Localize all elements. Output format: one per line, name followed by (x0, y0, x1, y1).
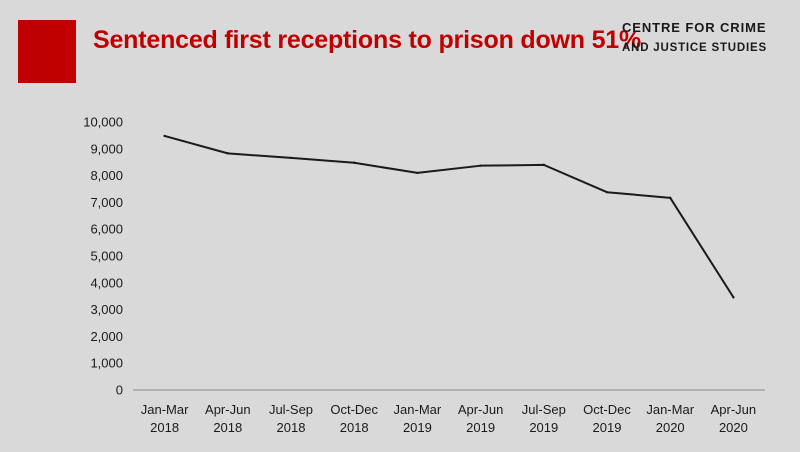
x-tick-label: Jan-Mar 2018 (141, 402, 189, 435)
x-tick-label: Jan-Mar 2019 (394, 402, 442, 435)
data-point (353, 161, 356, 164)
data-point (479, 164, 482, 167)
data-point (669, 196, 672, 200)
y-tick-label: 9,000 (90, 141, 123, 156)
brand-line-1: CENTRE FOR CRIME (622, 20, 767, 35)
data-point (226, 152, 229, 155)
series-line (163, 134, 735, 299)
y-tick-label: 1,000 (90, 356, 123, 371)
data-point (542, 163, 545, 167)
y-tick-label: 10,000 (83, 115, 123, 130)
y-tick-label: 6,000 (90, 222, 123, 237)
data-point (605, 191, 609, 194)
x-tick-label: Apr-Jun 2018 (205, 402, 251, 435)
accent-square (18, 20, 76, 83)
y-tick-label: 5,000 (90, 249, 123, 264)
y-tick-label: 4,000 (90, 275, 123, 290)
y-tick-label: 3,000 (90, 302, 123, 317)
data-point (289, 156, 293, 160)
y-tick-label: 0 (116, 383, 123, 398)
x-axis: Jan-Mar 2018 Apr-Jun 2018 Jul-Sep 2018 Oct-Dec… (133, 389, 765, 435)
x-tick-label: Apr-Jun 2020 (711, 402, 757, 435)
x-tick-label: Apr-Jun 2019 (458, 402, 504, 435)
series-line-group (163, 134, 735, 299)
x-tick-label: Oct-Dec 2018 (330, 402, 378, 435)
data-point (416, 171, 419, 175)
brand-logo-text: CENTRE FOR CRIME AND JUSTICE STUDIES (622, 18, 767, 58)
x-tick-label: Oct-Dec 2019 (583, 402, 631, 435)
chart-title: Sentenced first receptions to prison dow… (93, 26, 642, 54)
y-tick-label: 8,000 (90, 168, 123, 183)
x-tick-label: Jul-Sep 2018 (269, 402, 313, 435)
y-tick-label: 7,000 (90, 195, 123, 210)
x-tick-label: Jan-Mar 2020 (646, 402, 694, 435)
y-tick-label: 2,000 (90, 329, 123, 344)
x-tick-label: Jul-Sep 2019 (522, 402, 566, 435)
brand-line-2: AND JUSTICE STUDIES (622, 42, 767, 54)
y-axis: 0 1,000 2,000 3,000 4,000 5,000 6,000 7,000 8,00… (83, 115, 123, 398)
data-point (163, 134, 166, 138)
data-point (732, 296, 735, 299)
